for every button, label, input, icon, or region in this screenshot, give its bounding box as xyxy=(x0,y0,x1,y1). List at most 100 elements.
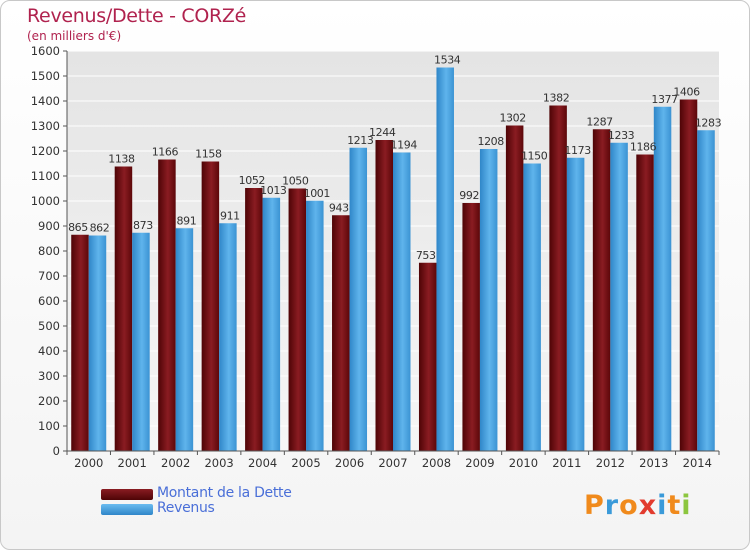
bar-revenue xyxy=(219,223,237,451)
data-label-debt: 1382 xyxy=(543,92,569,105)
y-tick-label: 1300 xyxy=(31,119,60,133)
data-label-revenue: 873 xyxy=(133,219,153,232)
bar-debt xyxy=(679,99,698,451)
bar-debt xyxy=(158,159,176,451)
bar-revenue xyxy=(479,149,498,451)
bar-revenue xyxy=(653,106,672,451)
legend-swatch-revenue xyxy=(101,504,153,515)
bar-revenue xyxy=(175,228,194,451)
x-tick-label: 2010 xyxy=(509,456,538,470)
y-tick-label: 800 xyxy=(38,244,60,258)
x-tick-label: 2008 xyxy=(422,456,451,470)
y-tick-label: 900 xyxy=(38,219,60,233)
data-label-debt: 1138 xyxy=(108,153,135,166)
y-tick-label: 100 xyxy=(38,419,60,433)
data-label-debt: 943 xyxy=(329,201,349,214)
data-label-debt: 1050 xyxy=(282,175,309,188)
x-tick-label: 2003 xyxy=(204,456,233,470)
x-tick-label: 2007 xyxy=(378,456,407,470)
data-label-debt: 1244 xyxy=(369,126,396,139)
y-tick-label: 300 xyxy=(38,369,60,383)
data-label-revenue: 1283 xyxy=(695,116,722,129)
x-tick-label: 2013 xyxy=(639,456,668,470)
logo-letter: o xyxy=(619,490,639,521)
y-tick-label: 1100 xyxy=(31,169,60,183)
bar-revenue xyxy=(88,235,107,451)
data-label-debt: 753 xyxy=(416,249,436,262)
bar-debt xyxy=(201,161,220,451)
data-label-debt: 1186 xyxy=(630,141,657,154)
data-label-revenue: 1194 xyxy=(391,139,418,152)
bar-debt xyxy=(636,154,654,451)
y-tick-label: 1200 xyxy=(31,144,60,158)
bar-revenue xyxy=(262,197,281,451)
data-label-revenue: 1534 xyxy=(434,54,461,67)
data-label-revenue: 1233 xyxy=(608,129,635,142)
bar-revenue xyxy=(436,67,454,451)
logo-letter: t xyxy=(667,490,682,521)
x-tick-label: 2014 xyxy=(683,456,712,470)
data-label-revenue: 1150 xyxy=(521,150,548,163)
y-tick-label: 1400 xyxy=(31,94,60,108)
y-tick-label: 200 xyxy=(38,394,60,408)
x-tick-label: 2011 xyxy=(552,456,581,470)
chart-title: Revenus/Dette - CORZé xyxy=(27,5,247,27)
logo-letter: i xyxy=(681,490,692,521)
data-label-revenue: 1208 xyxy=(477,135,504,148)
legend-label-revenue: Revenus xyxy=(157,500,215,516)
y-tick-label: 700 xyxy=(38,269,60,283)
bar-debt xyxy=(549,105,567,451)
x-tick-label: 2012 xyxy=(596,456,625,470)
bar-revenue xyxy=(523,163,541,451)
bar-revenue xyxy=(393,152,411,451)
y-tick-label: 1000 xyxy=(31,194,60,208)
data-label-debt: 992 xyxy=(459,189,479,202)
x-tick-label: 2006 xyxy=(335,456,364,470)
data-label-revenue: 1013 xyxy=(260,184,287,197)
bar-revenue xyxy=(566,157,585,451)
legend-swatch-debt xyxy=(101,489,153,500)
data-label-debt: 1166 xyxy=(152,146,179,159)
bar-debt xyxy=(332,215,350,451)
data-label-debt: 1052 xyxy=(239,174,265,187)
logo-letter: P xyxy=(584,490,605,521)
data-label-revenue: 891 xyxy=(177,214,197,227)
data-label-debt: 1302 xyxy=(499,112,525,125)
bar-revenue xyxy=(610,142,628,451)
x-tick-label: 2009 xyxy=(465,456,494,470)
bar-revenue xyxy=(132,232,150,451)
data-label-revenue: 1377 xyxy=(651,93,678,106)
y-tick-label: 1600 xyxy=(31,44,60,58)
x-tick-label: 2000 xyxy=(74,456,103,470)
y-tick-label: 1500 xyxy=(31,69,60,83)
y-tick-label: 400 xyxy=(38,344,60,358)
bar-debt xyxy=(462,203,480,451)
logo-letter: i xyxy=(657,490,668,521)
bar-revenue xyxy=(349,147,368,451)
data-label-debt: 1158 xyxy=(195,148,222,161)
data-label-revenue: 1213 xyxy=(347,134,374,147)
logo-letter: r xyxy=(604,490,620,521)
bar-debt xyxy=(114,166,133,451)
bar-debt xyxy=(505,125,524,451)
data-label-debt: 1406 xyxy=(673,86,700,99)
chart-subtitle: (en milliers d'€) xyxy=(27,29,122,43)
x-tick-label: 2005 xyxy=(291,456,320,470)
x-tick-label: 2001 xyxy=(118,456,147,470)
y-tick-label: 500 xyxy=(38,319,60,333)
data-label-revenue: 1173 xyxy=(564,144,591,157)
bar-revenue xyxy=(306,200,324,451)
logo-letter: x xyxy=(638,490,658,521)
bar-debt xyxy=(288,188,307,451)
bar-debt xyxy=(245,188,263,451)
y-tick-label: 0 xyxy=(53,444,60,458)
legend-label-debt: Montant de la Dette xyxy=(157,485,292,501)
bar-revenue xyxy=(697,130,715,451)
x-tick-label: 2004 xyxy=(248,456,277,470)
bar-debt xyxy=(375,140,393,451)
bar-debt xyxy=(592,129,611,451)
data-label-debt: 865 xyxy=(68,221,88,234)
y-tick-label: 600 xyxy=(38,294,60,308)
data-label-revenue: 911 xyxy=(220,209,240,222)
